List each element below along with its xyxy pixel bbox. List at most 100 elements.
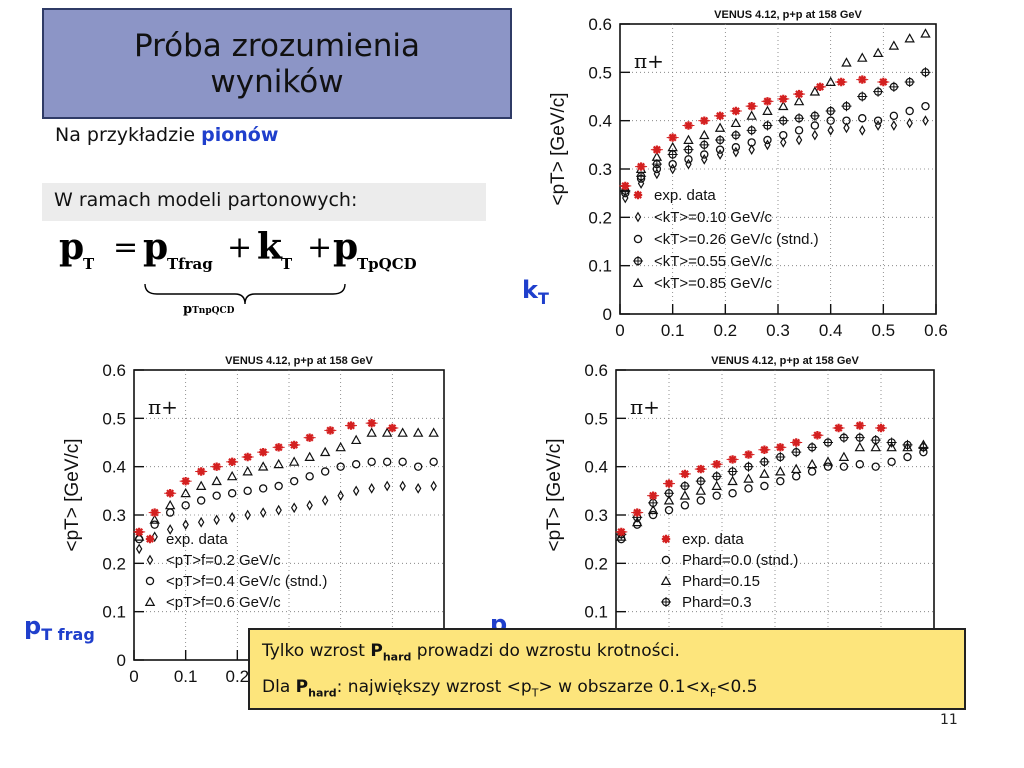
data-point	[653, 168, 661, 180]
page-number: 11	[940, 712, 958, 728]
data-point	[922, 115, 929, 127]
legend-marker	[661, 534, 671, 544]
data-point	[794, 89, 804, 99]
data-point	[794, 126, 804, 135]
formula-k: k	[257, 226, 282, 268]
data-point	[842, 116, 851, 125]
data-point	[760, 481, 769, 491]
data-point	[886, 441, 897, 452]
models-line: W ramach modeli partonowych:	[42, 183, 486, 221]
data-point	[780, 137, 787, 148]
data-point	[680, 469, 690, 479]
y-tick-label: 0.3	[588, 160, 612, 179]
data-point	[779, 94, 788, 104]
data-point	[746, 110, 757, 120]
data-point	[430, 480, 437, 492]
data-point	[696, 464, 705, 474]
data-point	[668, 159, 677, 169]
data-point	[711, 480, 722, 490]
data-point	[873, 86, 884, 97]
data-point	[730, 117, 742, 128]
data-point	[679, 480, 690, 492]
data-point	[776, 443, 785, 452]
data-point	[727, 475, 738, 486]
grid-lines	[134, 370, 444, 660]
data-point	[211, 475, 222, 486]
data-point	[795, 134, 803, 146]
data-point	[289, 476, 299, 486]
data-point	[164, 499, 176, 510]
data-point	[212, 491, 221, 500]
slide-title: Próba zrozumienia wyników	[133, 27, 421, 100]
y-tick-label: 0.5	[588, 63, 612, 82]
data-point	[320, 467, 330, 476]
series-0	[615, 421, 887, 537]
data-point	[336, 462, 345, 471]
data-point	[181, 501, 190, 510]
y-tick-label: 0.2	[588, 208, 612, 227]
x-tick-label: 0.4	[819, 321, 843, 340]
data-point	[841, 57, 852, 67]
data-point	[366, 427, 377, 437]
data-point	[699, 139, 710, 150]
data-point	[727, 466, 738, 477]
data-point	[807, 467, 817, 476]
legend-marker	[634, 211, 642, 223]
data-point	[617, 527, 626, 537]
data-point	[196, 496, 206, 505]
data-point	[337, 490, 344, 502]
series-0	[133, 418, 399, 537]
x-tick-label: 0	[129, 667, 138, 686]
legend-label: <kT>=0.10 GeV/c	[654, 209, 772, 226]
data-point	[134, 527, 144, 537]
data-point	[274, 443, 283, 452]
data-point	[428, 427, 439, 437]
data-point	[815, 82, 825, 92]
legend-label: exp. data	[682, 531, 744, 548]
data-point	[728, 489, 737, 498]
data-point	[872, 47, 884, 57]
formula-plus-1: +	[227, 230, 253, 265]
formula-plus-2: +	[307, 230, 333, 265]
data-point	[290, 502, 298, 514]
data-point	[904, 33, 915, 43]
data-point	[747, 101, 756, 111]
y-tick-label: 0.5	[584, 409, 608, 428]
label-pt-frag: pT frag	[24, 612, 95, 644]
data-point	[197, 516, 205, 528]
data-point	[683, 144, 694, 155]
x-tick-label: 0.1	[661, 321, 685, 340]
data-point	[839, 462, 849, 471]
data-point	[351, 460, 361, 469]
data-point	[165, 489, 175, 498]
legend-label: exp. data	[654, 187, 716, 204]
data-point	[668, 133, 677, 142]
data-point	[838, 451, 850, 461]
data-point	[732, 146, 740, 158]
data-point	[321, 495, 329, 506]
data-point	[212, 462, 221, 471]
y-tick-label: 0.4	[584, 458, 608, 477]
data-point	[744, 484, 753, 493]
legend-marker	[145, 576, 155, 586]
data-point	[715, 145, 725, 154]
y-tick-label: 0.3	[584, 506, 608, 525]
data-point	[652, 145, 662, 154]
data-point	[399, 480, 406, 492]
data-point	[822, 437, 834, 448]
legend-marker	[633, 234, 643, 244]
data-point	[902, 439, 913, 450]
data-point	[182, 519, 189, 531]
data-point	[744, 450, 753, 459]
data-point	[350, 434, 362, 445]
data-point	[695, 476, 706, 487]
y-axis-label: <pT> [GeV/c]	[62, 439, 83, 552]
data-point	[871, 462, 880, 471]
x-tick-label: 0.1	[174, 667, 198, 686]
legend-marker	[661, 555, 671, 565]
legend-label: <kT>=0.26 GeV/c (stnd.)	[654, 231, 819, 248]
data-point	[778, 100, 789, 111]
series-1	[617, 447, 928, 544]
data-point	[854, 441, 866, 452]
data-point	[834, 423, 843, 433]
